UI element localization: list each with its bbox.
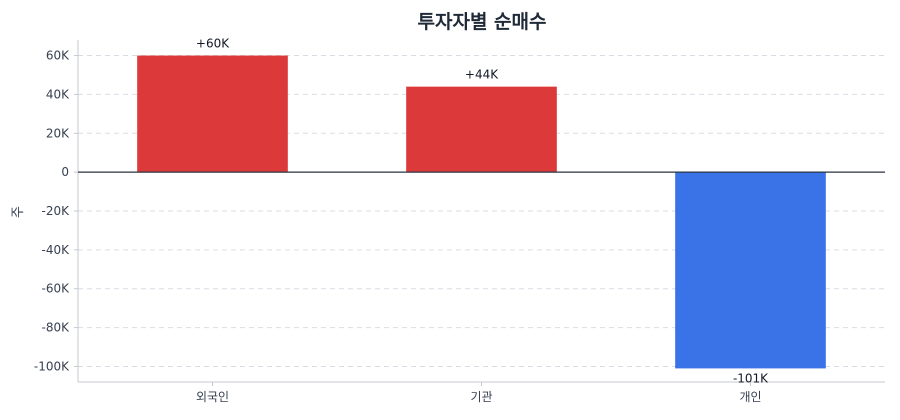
y-tick-label: 20K	[46, 126, 70, 140]
bars-layer	[137, 55, 826, 369]
data-label: +44K	[465, 68, 499, 82]
bar-2	[406, 86, 557, 173]
bar-3	[675, 172, 826, 369]
data-label: +60K	[196, 37, 230, 51]
axes-layer	[74, 40, 885, 386]
y-tick-label: -20K	[42, 204, 71, 218]
y-tick-label: -60K	[42, 282, 71, 296]
y-tick-label: 60K	[46, 49, 70, 63]
y-tick-label: -100K	[34, 359, 70, 373]
data-label: -101K	[733, 371, 769, 385]
x-tick-label: 외국인	[196, 390, 229, 404]
labels-layer: 60K 40K 20K 0 -20K -40K -60K -80K -100K 외국인 +60K 기관…	[34, 37, 769, 404]
y-tick-label: 40K	[46, 87, 70, 101]
bar-1	[137, 55, 288, 173]
chart-title: 투자자별 순매수	[418, 11, 547, 33]
y-tick-label: 0	[61, 165, 69, 179]
y-tick-label: -80K	[42, 321, 71, 335]
x-tick-label: 기관	[470, 390, 492, 404]
x-tick-label: 개인	[739, 390, 761, 404]
y-tick-label: -40K	[42, 243, 71, 257]
y-axis-label: 주	[11, 206, 26, 218]
